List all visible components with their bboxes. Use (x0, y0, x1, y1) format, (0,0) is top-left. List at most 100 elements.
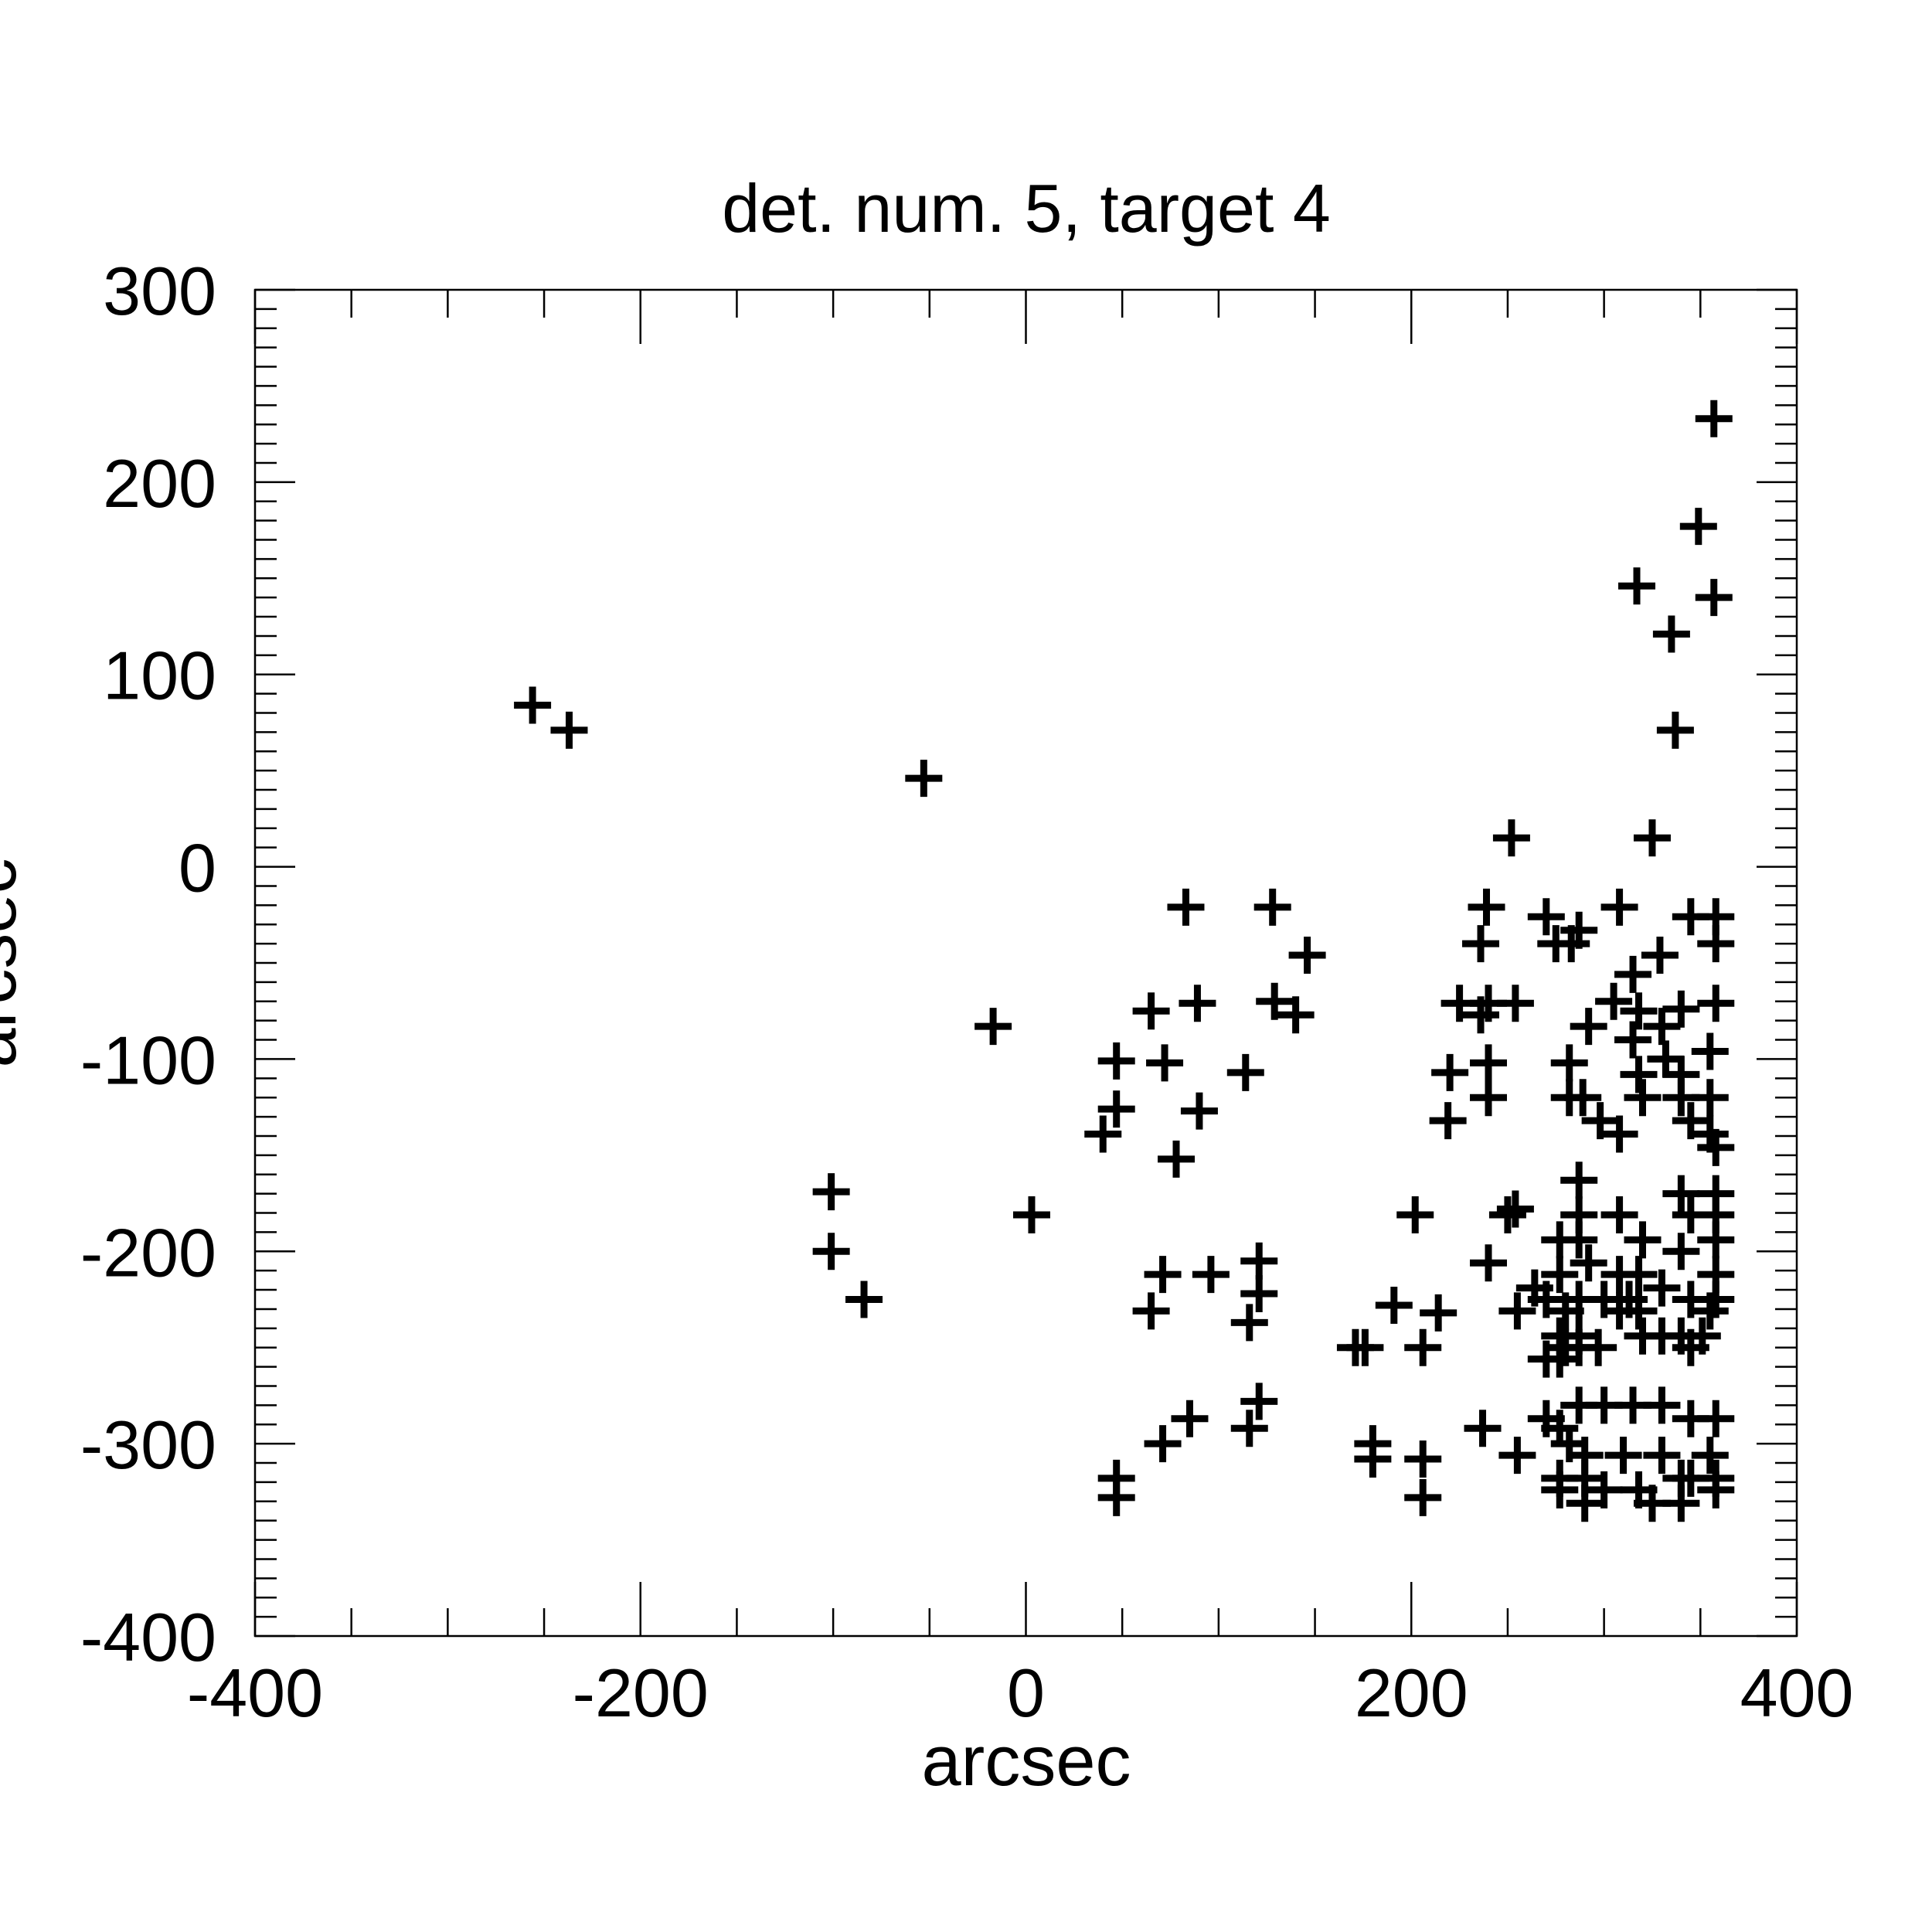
data-point (1462, 996, 1500, 1034)
data-point (1240, 1275, 1278, 1313)
data-point (1695, 579, 1733, 617)
data-point (1633, 819, 1671, 857)
data-point (1691, 1032, 1729, 1070)
data-point (1662, 1175, 1700, 1213)
data-point (1488, 1196, 1526, 1234)
data-point (1614, 1021, 1652, 1059)
data-point (1691, 1437, 1729, 1475)
data-point (1498, 1292, 1536, 1330)
data-point (812, 1173, 850, 1211)
data-point (1146, 1044, 1184, 1082)
data-point (1564, 1079, 1602, 1117)
data-point (1624, 1221, 1662, 1259)
data-point (1566, 1485, 1604, 1522)
data-point (1431, 1053, 1469, 1091)
data-point (1084, 1115, 1122, 1153)
data-point (1560, 1221, 1598, 1259)
data-point (1346, 1328, 1384, 1366)
data-point (1697, 1221, 1735, 1259)
data-point (1643, 1386, 1681, 1424)
data-point (1354, 1440, 1392, 1478)
y-tick-label: 200 (103, 445, 216, 522)
x-axis-ticks (253, 290, 1798, 1636)
data-point (1541, 1340, 1579, 1378)
data-point (1570, 1008, 1607, 1046)
data-point (1546, 1292, 1584, 1330)
data-point (1158, 1140, 1196, 1178)
data-point (1420, 1294, 1458, 1332)
data-point (1662, 1485, 1700, 1522)
data-point (1643, 1269, 1681, 1307)
data-point (1192, 1256, 1230, 1294)
data-point (1230, 1304, 1268, 1342)
y-tick-label: -100 (80, 1022, 216, 1098)
x-tick-label: 400 (1740, 1655, 1854, 1731)
data-point (1180, 1092, 1218, 1130)
data-point (1662, 1233, 1700, 1270)
x-axis-label: arcsec (922, 1722, 1131, 1801)
data-point (1581, 1102, 1619, 1140)
plot-frame (253, 288, 1798, 1638)
data-point (1570, 1244, 1607, 1282)
data-point (1691, 1079, 1729, 1117)
data-point (550, 711, 588, 749)
data-point (1600, 888, 1638, 926)
data-point (1580, 1328, 1617, 1366)
data-point (1470, 1244, 1507, 1282)
data-point (1171, 1400, 1209, 1437)
data-point (1560, 1162, 1598, 1199)
x-tick-label: 0 (1007, 1655, 1045, 1731)
chart-title: det. num. 5, target 4 (722, 170, 1331, 247)
data-point (1240, 1383, 1278, 1420)
data-point (975, 1008, 1012, 1046)
data-point (1585, 1471, 1623, 1509)
data-point (1396, 1196, 1434, 1234)
data-point (1697, 1128, 1735, 1166)
data-point (905, 760, 943, 798)
data-point (1672, 1328, 1709, 1366)
y-tick-label: 0 (179, 830, 216, 906)
data-point (1167, 888, 1205, 926)
data-point (1496, 1190, 1534, 1228)
y-axis-ticks (255, 288, 1797, 1638)
y-axis-label: arcsec (0, 859, 31, 1068)
data-point (1656, 711, 1694, 749)
data-point (1541, 1256, 1579, 1294)
data-point (1375, 1286, 1413, 1324)
data-point (1097, 1090, 1135, 1128)
y-tick-label: 100 (103, 638, 216, 714)
y-tick-label: 300 (103, 253, 216, 329)
data-point (845, 1281, 883, 1318)
data-point (1697, 925, 1735, 963)
data-point (1226, 1053, 1264, 1091)
data-point (1620, 1056, 1658, 1094)
data-point (1404, 1328, 1442, 1366)
data-point (1620, 1292, 1658, 1330)
data-point (812, 1233, 850, 1270)
x-tick-label: -400 (187, 1655, 323, 1731)
data-point (1288, 937, 1326, 975)
scatter-points (514, 400, 1735, 1522)
data-point (1498, 1437, 1536, 1475)
data-point (1097, 1042, 1135, 1080)
data-point (1179, 985, 1216, 1022)
data-point (1672, 1102, 1709, 1140)
data-point (1527, 898, 1565, 936)
x-tick-label: -200 (573, 1655, 709, 1731)
data-point (1672, 1459, 1709, 1497)
data-point (1624, 1079, 1662, 1117)
y-tick-label: -400 (80, 1599, 216, 1675)
data-point (1496, 985, 1534, 1022)
data-point (1595, 982, 1633, 1020)
data-point (1144, 1425, 1182, 1463)
data-point (1600, 1196, 1638, 1234)
y-tick-label: -200 (80, 1214, 216, 1291)
y-tick-label: -300 (80, 1406, 216, 1483)
data-point (1697, 1471, 1735, 1509)
data-point (1404, 1478, 1442, 1516)
data-point (1550, 1044, 1588, 1082)
data-point (1277, 996, 1315, 1034)
data-point (1464, 1410, 1502, 1447)
data-point (1541, 1471, 1579, 1509)
